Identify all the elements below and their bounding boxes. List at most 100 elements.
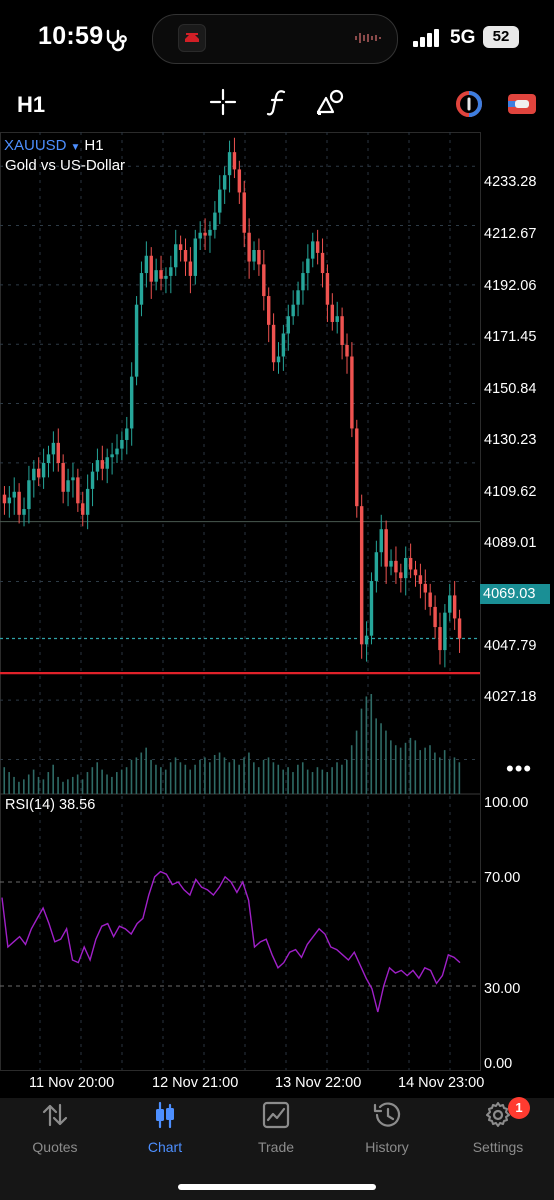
candle-body xyxy=(457,618,462,639)
volume-bar xyxy=(67,779,69,794)
volume-bar xyxy=(321,769,324,794)
volume-bar xyxy=(71,776,74,794)
rsi-header: RSI(14) 38.56 xyxy=(5,797,95,813)
volume-bar xyxy=(91,767,94,794)
price-chart[interactable] xyxy=(0,132,554,1092)
function-icon[interactable] xyxy=(265,88,291,116)
candle-body xyxy=(399,572,403,579)
price-label: 4212.67 xyxy=(484,226,537,242)
candle-body xyxy=(448,595,452,613)
volume-bar xyxy=(267,757,270,794)
nav-label-history[interactable]: History xyxy=(365,1139,409,1155)
candle-body xyxy=(306,258,310,274)
volume-bar xyxy=(243,757,245,794)
candle-body xyxy=(452,595,457,619)
volume-bar xyxy=(208,762,211,794)
rsi-level-label: 0.00 xyxy=(484,1056,513,1072)
nav-label-quotes[interactable]: Quotes xyxy=(32,1139,78,1155)
time-label: 13 Nov 22:00 xyxy=(275,1075,362,1091)
volume-bar xyxy=(18,781,20,794)
volume-bar xyxy=(130,759,133,794)
nav-trade[interactable] xyxy=(221,1100,331,1135)
rsi-level-label: 30.00 xyxy=(484,981,521,997)
candle-body xyxy=(433,606,437,628)
candle-body xyxy=(257,250,261,265)
home-indicator xyxy=(178,1184,376,1190)
volume-bar xyxy=(81,779,84,794)
volume-bar xyxy=(184,764,187,794)
nav-settings[interactable] xyxy=(443,1100,553,1135)
price-label: 4192.06 xyxy=(484,278,537,294)
volume-bar xyxy=(106,774,108,794)
bottom-navigation xyxy=(0,1098,554,1200)
candle-body xyxy=(61,463,65,492)
nav-quotes[interactable] xyxy=(0,1100,110,1135)
rsi-level-label: 70.00 xyxy=(484,870,521,886)
candle-body xyxy=(355,428,359,507)
volume-bar xyxy=(306,769,309,794)
candle-body xyxy=(232,152,237,170)
volume-bar xyxy=(213,754,216,794)
candle-body xyxy=(418,575,423,584)
candle-body xyxy=(134,304,139,377)
candle-body xyxy=(41,463,46,478)
volume-bar xyxy=(23,779,25,794)
time-label: 14 Nov 23:00 xyxy=(398,1075,485,1091)
candle-body xyxy=(335,316,339,322)
app-icon xyxy=(178,24,206,52)
volume-bar xyxy=(301,762,304,794)
stethoscope-icon xyxy=(106,29,127,52)
volume-bar xyxy=(145,747,147,794)
candle-body xyxy=(242,192,246,233)
candle-body xyxy=(291,304,295,317)
volume-bar xyxy=(365,696,368,794)
symbol-name[interactable]: XAUUSD xyxy=(4,137,67,154)
volume-bar xyxy=(238,764,240,794)
volume-bar xyxy=(116,772,118,794)
dropdown-arrow-icon[interactable]: ▼ xyxy=(70,142,81,153)
timeframe-button[interactable]: H1 xyxy=(17,92,46,117)
volume-bar xyxy=(189,769,192,794)
volume-bar xyxy=(375,718,377,794)
volume-bar xyxy=(287,767,289,794)
volume-bar xyxy=(370,694,373,794)
candle-body xyxy=(311,241,315,259)
candle-body xyxy=(345,344,349,357)
candle-body xyxy=(247,232,251,262)
candle-body xyxy=(404,557,408,579)
trade-icon xyxy=(262,1101,290,1129)
candle-body xyxy=(208,229,212,236)
volume-bar xyxy=(155,764,157,794)
price-label: 4130.23 xyxy=(484,432,537,448)
quotes-icon xyxy=(42,1103,68,1127)
nav-history[interactable] xyxy=(332,1100,442,1135)
candle-body xyxy=(105,457,109,469)
switch-account-icon[interactable] xyxy=(507,92,537,116)
objects-icon[interactable] xyxy=(316,88,346,116)
candle-body xyxy=(222,175,227,190)
volume-bar xyxy=(331,767,333,794)
battery-indicator: 52 xyxy=(483,26,519,48)
price-label: 4171.45 xyxy=(484,329,537,345)
volume-bar xyxy=(101,769,103,794)
color-theme-icon[interactable] xyxy=(455,90,483,118)
crosshair-icon[interactable] xyxy=(209,88,237,116)
candle-body xyxy=(389,560,393,567)
nav-label-chart[interactable]: Chart xyxy=(147,1139,183,1155)
volume-bar xyxy=(297,764,299,794)
volume-bar xyxy=(179,762,182,794)
price-label: 4027.18 xyxy=(484,689,537,705)
symbol-header[interactable]: XAUUSD ▼ H1 xyxy=(4,137,104,154)
candle-body xyxy=(237,169,242,193)
audio-wave-icon xyxy=(355,33,381,43)
volume-bar xyxy=(62,781,64,794)
volume-bar xyxy=(37,776,40,794)
volume-bar xyxy=(390,740,392,794)
network-label: 5G xyxy=(450,27,476,48)
nav-label-settings[interactable]: Settings xyxy=(472,1139,524,1155)
candle-body xyxy=(218,189,222,213)
volume-bar xyxy=(140,752,143,794)
more-options-icon[interactable]: ••• xyxy=(506,756,533,781)
nav-chart[interactable] xyxy=(110,1100,220,1135)
nav-label-trade[interactable]: Trade xyxy=(257,1139,295,1155)
